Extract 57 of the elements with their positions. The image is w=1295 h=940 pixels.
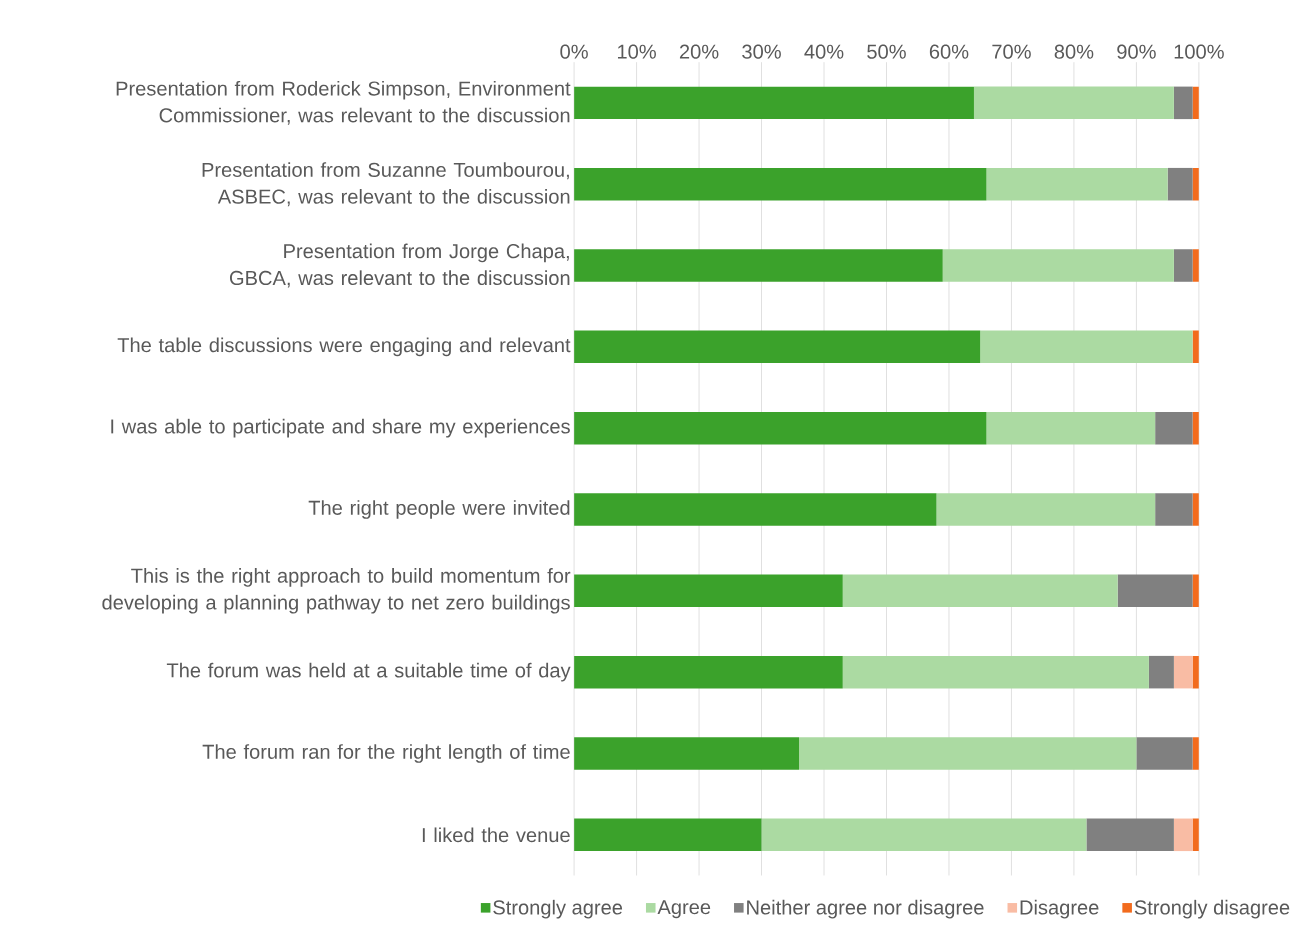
legend-label: Disagree <box>1020 900 1099 919</box>
bar <box>1167 168 1193 201</box>
bar <box>986 412 1156 445</box>
x-tick-label: 40% <box>804 44 844 60</box>
x-tick-label: 90% <box>1117 44 1156 60</box>
y-tick-label: I was able to participate and share my experiences <box>111 419 570 438</box>
bar <box>1173 249 1193 282</box>
bar <box>1148 656 1174 689</box>
bar <box>986 168 1168 201</box>
bar <box>1155 493 1193 526</box>
bar <box>1173 818 1193 852</box>
legend-label: Strongly disagree <box>1134 900 1290 919</box>
bar <box>574 86 974 120</box>
bar <box>842 656 1149 689</box>
x-tick-label: 100% <box>1174 44 1224 60</box>
bar <box>574 493 937 526</box>
x-tick-label: 70% <box>992 44 1031 60</box>
y-tick-label: The right people were invited <box>308 500 570 520</box>
x-tick-label: 20% <box>679 44 719 60</box>
bar <box>1117 574 1193 608</box>
bar <box>574 574 843 608</box>
bar <box>973 86 1174 120</box>
bar <box>799 737 1137 770</box>
bar <box>980 330 1193 364</box>
bar <box>574 412 987 445</box>
y-tick-label: This is the right approach to build momentum for developing a planning pathway to net zero buildings <box>102 568 571 614</box>
x-tick-label: 50% <box>867 44 906 60</box>
bar <box>936 493 1156 526</box>
x-tick-label: 80% <box>1054 44 1094 60</box>
y-tick-label: The forum ran for the right length of time <box>202 744 570 764</box>
bar <box>1136 737 1193 770</box>
bar <box>574 656 843 689</box>
bar <box>574 249 943 282</box>
bar <box>574 818 762 852</box>
x-tick-label: 10% <box>617 44 656 60</box>
x-tick-label: 60% <box>929 44 969 60</box>
x-tick-label: 30% <box>742 44 781 60</box>
bar <box>1155 412 1193 445</box>
y-tick-label: The table discussions were engaging and relevant <box>117 337 571 357</box>
bar <box>1173 86 1193 120</box>
y-tick-label: I liked the venue <box>422 827 570 843</box>
bar <box>1086 818 1174 852</box>
bar <box>574 168 987 201</box>
x-tick-label: 0% <box>560 44 588 60</box>
bar <box>942 249 1174 282</box>
bar <box>574 737 800 770</box>
legend-label: Neither agree nor disagree <box>747 900 984 919</box>
bar <box>761 818 1087 852</box>
bar <box>574 330 981 364</box>
y-tick-label: The forum was held at a suitable time of day <box>166 663 571 682</box>
bar <box>1173 656 1193 689</box>
legend-label: Agree <box>657 900 711 919</box>
legend-label: Strongly agree <box>493 900 623 919</box>
y-tick-label: Presentation from Suzanne Toumbourou, ASBEC, was relevant to the discussion <box>202 162 570 207</box>
bar <box>842 574 1118 608</box>
y-tick-label: Presentation from Jorge Chapa, GBCA, was relevant to the discussion <box>229 243 570 288</box>
y-tick-label: Presentation from Roderick Simpson, Environment Commissioner, was relevant to the discussion <box>116 81 571 126</box>
